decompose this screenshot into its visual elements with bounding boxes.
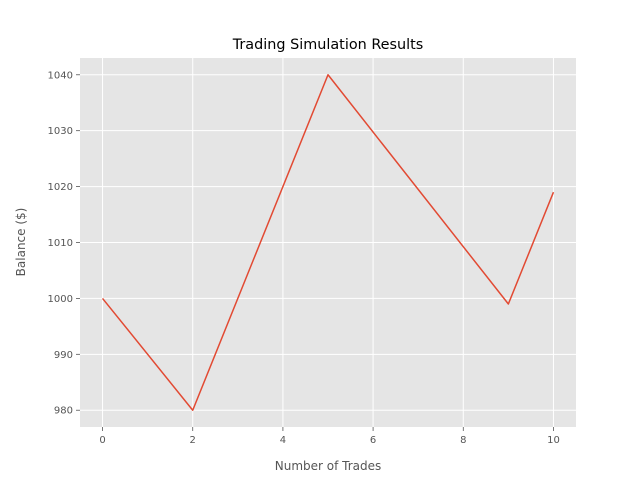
axis-ticks: 0 2 4 6 8 10 980 990 1000 1010 1020 1030 1040 [48,70,560,446]
x-tick-label: 4 [280,435,286,446]
chart-title: Trading Simulation Results [232,37,424,53]
y-tick-label: 1040 [48,70,73,81]
grid-lines [80,58,576,427]
x-tick-label: 10 [547,435,560,446]
balance-line [101,74,555,411]
y-tick-label: 1000 [48,294,73,305]
y-tick-label: 1030 [48,126,73,137]
x-axis-label: Number of Trades [275,459,382,473]
x-tick-label: 0 [99,435,105,446]
y-tick-label: 990 [54,350,73,361]
x-tick-label: 6 [370,435,376,446]
x-tick-label: 2 [190,435,196,446]
y-axis-label: Balance ($) [14,208,28,277]
y-tick-label: 1010 [48,238,73,249]
series-layer [101,74,555,411]
y-tick-label: 980 [54,406,73,417]
y-tick-label: 1020 [48,182,73,193]
x-tick-label: 8 [460,435,466,446]
